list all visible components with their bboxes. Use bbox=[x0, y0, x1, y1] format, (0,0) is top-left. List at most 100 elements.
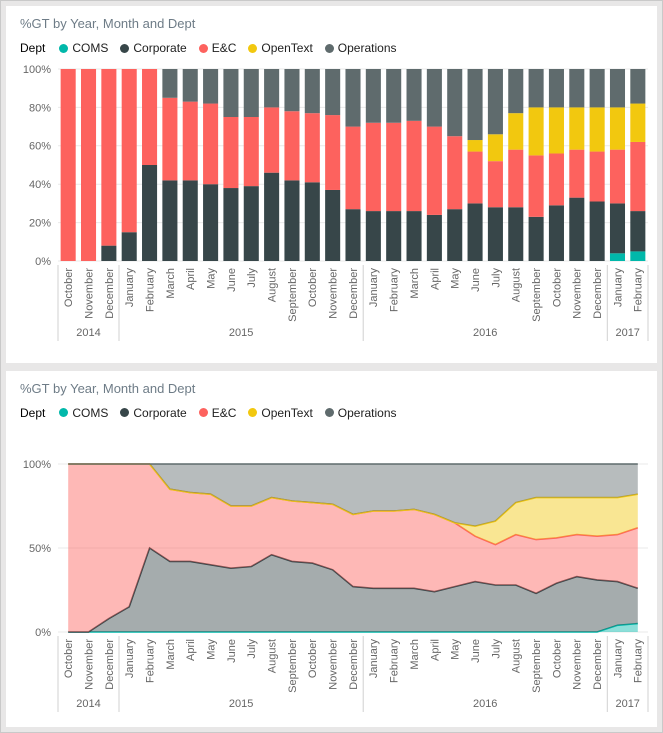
bar-segment-e-c[interactable] bbox=[223, 117, 239, 189]
bar-segment-e-c[interactable] bbox=[406, 120, 422, 212]
bar-segment-opentext[interactable] bbox=[589, 107, 605, 152]
bar-segment-operations[interactable] bbox=[548, 69, 564, 108]
bar-segment-e-c[interactable] bbox=[630, 141, 646, 212]
legend-item-corporate[interactable]: Corporate bbox=[120, 406, 187, 420]
bar-segment-e-c[interactable] bbox=[487, 161, 503, 208]
bar-segment-operations[interactable] bbox=[528, 69, 544, 108]
bar-segment-corporate[interactable] bbox=[304, 182, 320, 261]
bar-segment-corporate[interactable] bbox=[203, 184, 219, 261]
bar-segment-corporate[interactable] bbox=[162, 180, 178, 261]
bar-segment-e-c[interactable] bbox=[264, 107, 280, 173]
bar-segment-e-c[interactable] bbox=[589, 151, 605, 202]
bar-segment-operations[interactable] bbox=[569, 69, 585, 108]
legend-item-e-c[interactable]: E&C bbox=[198, 41, 236, 55]
bar-segment-opentext[interactable] bbox=[487, 134, 503, 162]
legend-item-operations[interactable]: Operations bbox=[324, 41, 397, 55]
bar-segment-corporate[interactable] bbox=[589, 201, 605, 261]
bar-segment-operations[interactable] bbox=[162, 69, 178, 98]
bar-segment-e-c[interactable] bbox=[182, 101, 198, 181]
bar-segment-operations[interactable] bbox=[365, 69, 381, 123]
bar-segment-e-c[interactable] bbox=[386, 122, 402, 212]
bar-segment-corporate[interactable] bbox=[264, 172, 280, 261]
bar-segment-e-c[interactable] bbox=[426, 126, 442, 215]
bar-segment-e-c[interactable] bbox=[345, 126, 361, 210]
bar-segment-corporate[interactable] bbox=[528, 216, 544, 261]
bar-segment-e-c[interactable] bbox=[284, 111, 300, 181]
bar-segment-corporate[interactable] bbox=[243, 186, 259, 261]
bar-segment-operations[interactable] bbox=[487, 69, 503, 135]
bar-segment-corporate[interactable] bbox=[101, 245, 117, 261]
bar-segment-corporate[interactable] bbox=[569, 197, 585, 261]
bar-segment-e-c[interactable] bbox=[467, 151, 483, 204]
bar-segment-e-c[interactable] bbox=[60, 69, 76, 261]
area-corporate[interactable] bbox=[68, 547, 638, 632]
bar-segment-corporate[interactable] bbox=[609, 203, 626, 254]
bar-segment-operations[interactable] bbox=[345, 69, 361, 127]
bar-segment-corporate[interactable] bbox=[487, 207, 503, 261]
bar-segment-corporate[interactable] bbox=[142, 165, 158, 261]
bar-segment-opentext[interactable] bbox=[548, 107, 564, 154]
bar-segment-corporate[interactable] bbox=[630, 211, 646, 252]
bar-segment-operations[interactable] bbox=[447, 69, 463, 137]
bar-segment-operations[interactable] bbox=[223, 69, 239, 117]
bar-segment-e-c[interactable] bbox=[304, 113, 320, 183]
bar-segment-coms[interactable] bbox=[630, 251, 646, 261]
bar-segment-e-c[interactable] bbox=[365, 122, 381, 212]
bar-segment-corporate[interactable] bbox=[447, 209, 463, 261]
bar-segment-corporate[interactable] bbox=[386, 211, 402, 261]
bar-segment-operations[interactable] bbox=[426, 69, 442, 127]
bar-segment-e-c[interactable] bbox=[569, 149, 585, 198]
bar-segment-opentext[interactable] bbox=[467, 140, 483, 152]
bar-segment-operations[interactable] bbox=[182, 69, 198, 102]
bar-segment-corporate[interactable] bbox=[406, 211, 422, 261]
bar-segment-e-c[interactable] bbox=[80, 69, 97, 261]
bar-segment-opentext[interactable] bbox=[508, 113, 524, 150]
area-operations[interactable] bbox=[68, 463, 638, 526]
bar-segment-e-c[interactable] bbox=[325, 115, 341, 190]
bar-segment-operations[interactable] bbox=[264, 69, 280, 108]
area-opentext[interactable] bbox=[68, 463, 638, 545]
bar-segment-operations[interactable] bbox=[304, 69, 320, 114]
bar-segment-operations[interactable] bbox=[589, 69, 605, 108]
legend-item-operations[interactable]: Operations bbox=[324, 406, 397, 420]
bar-segment-corporate[interactable] bbox=[182, 180, 198, 261]
legend-item-coms[interactable]: COMS bbox=[59, 41, 108, 55]
legend-item-e-c[interactable]: E&C bbox=[198, 406, 236, 420]
bar-segment-e-c[interactable] bbox=[447, 136, 463, 210]
bar-segment-e-c[interactable] bbox=[203, 103, 219, 185]
bar-segment-opentext[interactable] bbox=[528, 107, 544, 156]
bar-segment-e-c[interactable] bbox=[243, 117, 259, 187]
bar-segment-operations[interactable] bbox=[406, 69, 422, 121]
bar-segment-corporate[interactable] bbox=[508, 207, 524, 261]
bar-segment-e-c[interactable] bbox=[101, 69, 117, 246]
legend-item-opentext[interactable]: OpenText bbox=[248, 41, 313, 55]
bar-segment-corporate[interactable] bbox=[325, 189, 341, 261]
bar-segment-opentext[interactable] bbox=[569, 107, 585, 150]
bar-segment-e-c[interactable] bbox=[528, 155, 544, 217]
bar-segment-operations[interactable] bbox=[467, 69, 483, 141]
bar-segment-operations[interactable] bbox=[386, 69, 402, 123]
bar-segment-corporate[interactable] bbox=[223, 188, 239, 261]
bar-segment-operations[interactable] bbox=[284, 69, 300, 112]
bar-segment-corporate[interactable] bbox=[284, 180, 300, 261]
bar-segment-e-c[interactable] bbox=[548, 153, 564, 206]
bar-segment-operations[interactable] bbox=[203, 69, 219, 104]
bar-segment-operations[interactable] bbox=[243, 69, 259, 117]
bar-segment-corporate[interactable] bbox=[548, 205, 564, 261]
bar-segment-corporate[interactable] bbox=[365, 211, 381, 261]
bar-segment-corporate[interactable] bbox=[345, 209, 361, 261]
bar-segment-operations[interactable] bbox=[508, 69, 524, 114]
bar-segment-corporate[interactable] bbox=[121, 232, 137, 261]
bar-segment-coms[interactable] bbox=[609, 253, 626, 261]
legend-item-coms[interactable]: COMS bbox=[59, 406, 108, 420]
bar-segment-e-c[interactable] bbox=[142, 69, 158, 165]
area-e-c[interactable] bbox=[68, 463, 638, 632]
legend-item-corporate[interactable]: Corporate bbox=[120, 41, 187, 55]
bar-segment-opentext[interactable] bbox=[609, 107, 626, 150]
bar-segment-corporate[interactable] bbox=[467, 203, 483, 261]
bar-segment-opentext[interactable] bbox=[630, 103, 646, 142]
bar-segment-operations[interactable] bbox=[630, 69, 646, 104]
bar-segment-e-c[interactable] bbox=[508, 149, 524, 208]
bar-segment-e-c[interactable] bbox=[162, 97, 178, 181]
bar-segment-corporate[interactable] bbox=[426, 214, 442, 261]
